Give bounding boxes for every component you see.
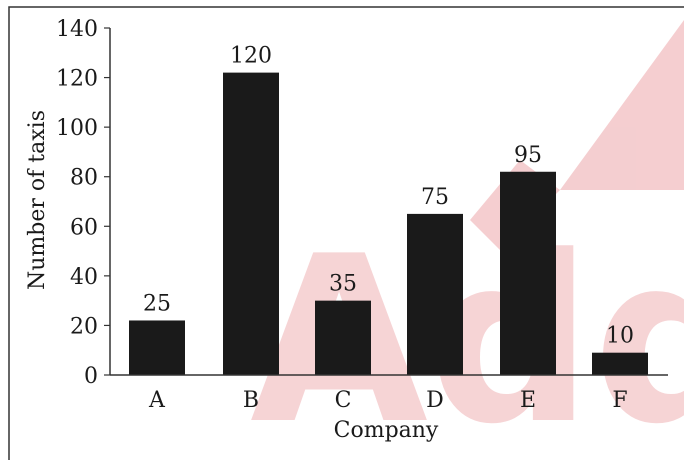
x-tick-label-B: B	[243, 388, 259, 413]
y-tick-label: 120	[56, 67, 98, 92]
y-tick-label: 100	[56, 116, 98, 141]
x-tick-label-F: F	[612, 388, 627, 413]
bar-C	[315, 300, 371, 375]
bar-E	[500, 171, 556, 375]
y-axis-ticks: 0 20 40 60 80 100 120 140	[56, 17, 110, 389]
data-labels: 25 120 35 75 95 10	[143, 44, 634, 349]
data-label-B: 120	[230, 44, 272, 69]
y-tick-label: 40	[70, 265, 98, 290]
y-tick-label: 0	[84, 364, 98, 389]
y-tick-label: 20	[70, 314, 98, 339]
x-axis-title: Company	[334, 418, 439, 443]
x-tick-label-E: E	[520, 388, 536, 413]
bar-A	[129, 320, 185, 375]
y-tick-label: 60	[70, 215, 98, 240]
data-label-E: 95	[514, 143, 542, 168]
x-tick-label-C: C	[335, 388, 352, 413]
data-label-C: 35	[329, 272, 357, 297]
y-axis-title: Number of taxis	[25, 110, 50, 290]
data-label-D: 75	[421, 185, 449, 210]
x-tick-label-A: A	[148, 388, 166, 413]
bar-B	[223, 72, 279, 375]
y-tick-label: 140	[56, 17, 98, 42]
data-label-F: 10	[606, 324, 634, 349]
y-tick-label: 80	[70, 166, 98, 191]
bars	[129, 72, 648, 375]
x-axis-ticks: A B C D E F	[148, 388, 628, 413]
chart-border	[8, 6, 684, 464]
x-tick-label-D: D	[426, 388, 444, 413]
bar-F	[592, 352, 648, 375]
data-label-A: 25	[143, 291, 171, 316]
bar-D	[407, 213, 463, 375]
